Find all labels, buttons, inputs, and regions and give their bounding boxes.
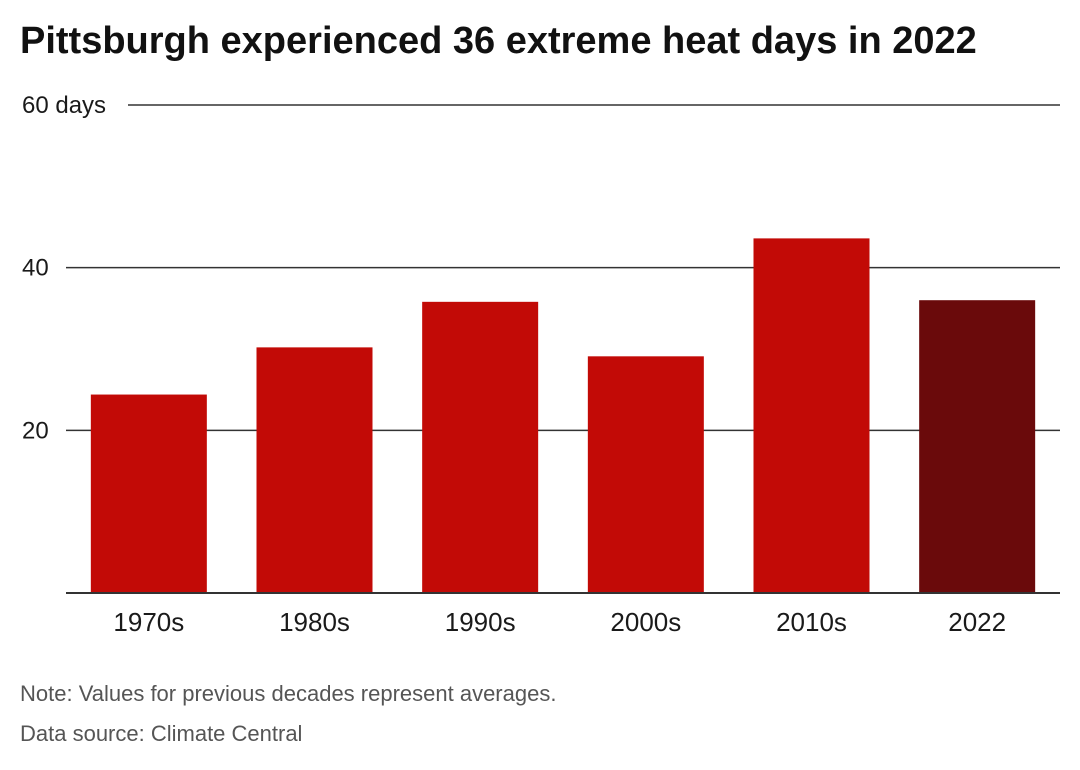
bar-1970s xyxy=(90,394,207,593)
chart-note: Note: Values for previous decades repres… xyxy=(20,681,557,706)
x-tick-label: 1970s xyxy=(113,607,184,637)
chart-title: Pittsburgh experienced 36 extreme heat d… xyxy=(20,20,977,62)
y-tick-label: 60 days xyxy=(22,92,106,119)
bar-2022 xyxy=(919,300,1036,593)
x-tick-label: 2010s xyxy=(776,607,847,637)
x-tick-label: 2022 xyxy=(948,607,1006,637)
x-tick-label: 1980s xyxy=(279,607,350,637)
data-source: Data source: Climate Central xyxy=(20,721,303,746)
y-tick-label: 40 xyxy=(22,255,49,282)
x-tick-label: 1990s xyxy=(445,607,516,637)
bar-1980s xyxy=(256,347,373,593)
bar-1990s xyxy=(422,301,539,593)
bar-2010s xyxy=(753,238,870,594)
bar-2000s xyxy=(587,356,704,593)
y-tick-label: 20 xyxy=(22,417,49,444)
x-tick-label: 2000s xyxy=(610,607,681,637)
